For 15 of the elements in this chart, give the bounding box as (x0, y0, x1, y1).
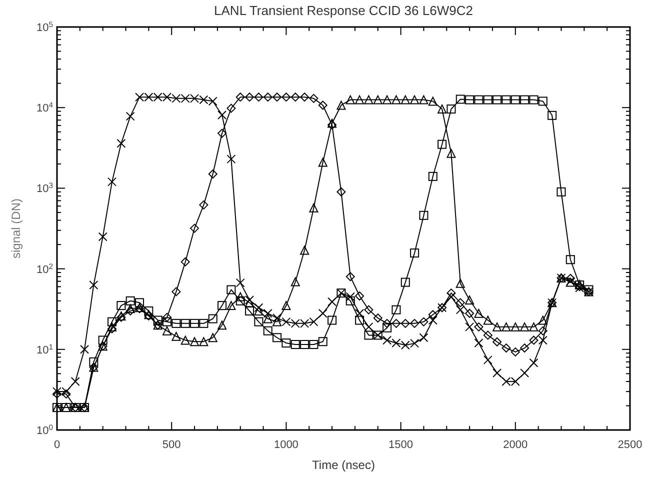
x-tick-label: 0 (54, 439, 60, 451)
y-tick-label: 10$^{0}$ (36, 422, 53, 437)
x-tick-label: 2500 (618, 439, 642, 451)
y-tick-label: 10$^{1}$ (36, 342, 53, 356)
x-tick-label: 1000 (274, 439, 298, 451)
y-tick-label: 10$^{3}$ (36, 180, 53, 196)
y-tick-label: 10$^{5}$ (36, 20, 53, 34)
y-axis-title: signal (DN) (9, 198, 23, 259)
x-axis-title: Time (nsec) (312, 458, 375, 472)
x-tick-label: 500 (162, 439, 181, 451)
x-tick-label: 2000 (503, 439, 528, 451)
x-tick-label: 1500 (388, 439, 414, 451)
y-tick-label: 10$^{4}$ (36, 100, 54, 115)
y-tick-label: 10$^{2}$ (36, 261, 53, 276)
chart-title: LANL Transient Response CCID 36 L6W9C2 (214, 3, 473, 18)
